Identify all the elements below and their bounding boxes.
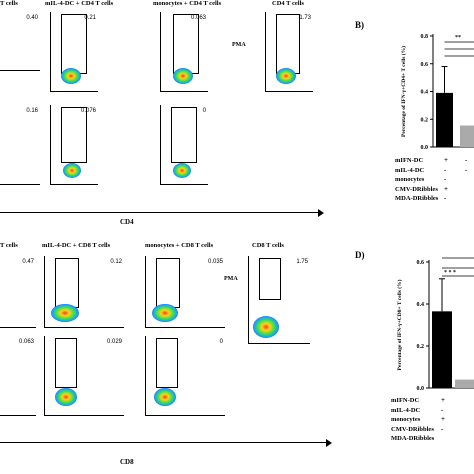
panel-letter-b: B)	[355, 20, 364, 30]
flow-plot-bottom-r2c1: 0.063	[0, 336, 36, 416]
pct-label: 0.12	[110, 259, 122, 265]
table-cell: -	[444, 165, 447, 174]
table-cell: -	[465, 156, 468, 164]
flow-plot-bottom-r1c3: 0.035	[145, 256, 225, 328]
table-row: CMV-DRibbles	[391, 425, 434, 433]
table-row: MDA-DRibbles	[395, 195, 439, 202]
table-row: mIFN-DC	[391, 397, 420, 404]
table-cell: +	[444, 156, 448, 164]
flow-plot-bottom-r1c4: 1.75	[248, 256, 310, 344]
table-row: CMV-DRibbles	[395, 185, 438, 193]
bottom-row-label: PMA	[224, 276, 238, 282]
table-cell: +	[441, 415, 445, 423]
bar-panel-d: D) 0.0 0.2 0.4 0.6 Percentage of IFN-γ+CD8+ …	[355, 250, 474, 474]
flow-plot-top-r1c4: 1.73	[265, 12, 313, 92]
bottom-x-axis-label: CD8	[120, 458, 134, 466]
table-cell: +	[444, 184, 448, 193]
flow-plot-bottom-r1c1: 0.47	[0, 256, 36, 328]
flow-plot-top-r1c2: 0.21	[50, 12, 98, 92]
bar-chart-d: 0.0 0.2 0.4 0.6 Percentage of IFN-γ+CD8+ T c…	[396, 257, 474, 392]
y-tick-label: 0.0	[417, 386, 425, 392]
bar	[432, 311, 452, 388]
table-row: monocytes	[395, 176, 425, 183]
table-cell: +	[441, 396, 445, 404]
y-tick-label: 0.8	[421, 34, 429, 40]
top-x-axis-arrow	[0, 212, 320, 213]
flow-plot-bottom-r2c2: 0.029	[44, 336, 124, 416]
table-row: MDA-DRibbles	[391, 435, 435, 442]
y-tick-label: 0.2	[417, 344, 425, 350]
bottom-x-axis-arrowhead	[326, 439, 332, 447]
bar-panel-b: B) 0.0 0.2 0.4 0.6 0.8 Percentage of IFN-γ+CD…	[355, 20, 474, 220]
table-row: mIL-4-DC	[395, 166, 425, 174]
bottom-flow-panel: T cells mIL-4-DC + CD8 T cells monocytes…	[0, 236, 332, 474]
top-col-title-4: CD4 T cells	[272, 0, 304, 7]
table-row: mIFN-DC	[395, 157, 424, 164]
flow-plot-top-r2c3: 0	[160, 105, 208, 185]
bottom-col-title-2: mIL-4-DC + CD8 T cells	[42, 242, 111, 249]
flow-plot-top-r1c1: 0.40	[0, 12, 40, 71]
table-b-col2: - -	[465, 156, 467, 175]
flow-plot-top-r1c3: 0.063	[160, 12, 208, 92]
top-x-axis-arrowhead	[318, 209, 324, 217]
pct-label: 0.40	[26, 15, 38, 21]
table-d-col1: + - + -	[441, 396, 445, 434]
pct-label: 0.16	[26, 108, 38, 114]
top-row-label: PMA	[232, 42, 246, 48]
y-tick-label: 0.6	[421, 62, 429, 68]
table-row: mIL-4-DC	[391, 406, 421, 414]
pct-label: 1.75	[296, 259, 308, 265]
pct-label: 0.029	[106, 339, 122, 345]
panel-letter-d: D)	[355, 250, 365, 260]
pct-label: 0.035	[207, 259, 223, 265]
pct-label: 0	[219, 339, 223, 345]
bottom-x-axis-arrow	[0, 442, 330, 443]
significance-label: **	[455, 35, 461, 41]
top-col-title-2: mIL-4-DC + CD4 T cells	[45, 0, 114, 7]
pct-label: 1.73	[299, 15, 311, 21]
pct-label: 0.47	[22, 259, 34, 265]
bar	[455, 379, 474, 388]
pct-label: 0	[202, 108, 206, 114]
top-flow-panel: T cells mIL-4-DC + CD4 T cells monocytes…	[0, 0, 324, 235]
table-cell: -	[465, 165, 468, 174]
y-tick-label: 0.0	[421, 145, 429, 150]
y-axis-label: Percentage of IFN-γ+CD4+ T cells (%)	[400, 46, 407, 137]
table-cell: -	[441, 405, 444, 414]
bar	[436, 92, 453, 147]
flow-plot-bottom-r2c3: 0	[145, 336, 225, 416]
pct-label: 0.063	[190, 15, 206, 21]
pct-label: 0.076	[80, 108, 96, 114]
pct-label: 0.21	[84, 15, 96, 21]
significance-label: * * *	[444, 270, 456, 276]
flow-plot-top-r2c2: 0.076	[50, 105, 98, 185]
y-tick-label: 0.4	[417, 302, 425, 308]
table-cell: -	[444, 194, 447, 202]
bottom-col-title-1: T cells	[0, 242, 18, 249]
table-b: mIFN-DC mIL-4-DC monocytes CMV-DRibbles …	[395, 156, 438, 204]
y-tick-label: 0.2	[421, 117, 429, 123]
table-row: monocytes	[391, 416, 421, 423]
top-col-title-1: T cells	[0, 0, 18, 7]
y-tick-label: 0.4	[421, 90, 429, 96]
top-col-title-3: monocytes + CD4 T cells	[153, 0, 222, 7]
table-cell: -	[441, 424, 444, 433]
table-d: mIFN-DC mIL-4-DC monocytes CMV-DRibbles …	[391, 396, 434, 444]
bottom-col-title-4: CD8 T cells	[252, 242, 284, 249]
top-x-axis-label: CD4	[120, 218, 134, 226]
table-cell: -	[444, 175, 447, 183]
y-tick-label: 0.6	[417, 260, 425, 266]
flow-plot-top-r2c1: 0.16	[0, 105, 40, 185]
bar	[460, 125, 474, 147]
bottom-col-title-3: monocytes + CD8 T cells	[145, 242, 214, 249]
y-axis-label: Percentage of IFN-γ+CD8+ T cells (%)	[396, 279, 403, 370]
flow-plot-bottom-r1c2: 0.12	[44, 256, 124, 328]
pct-label: 0.063	[18, 339, 34, 345]
table-b-col1: + - - + -	[444, 156, 448, 204]
bar-chart-b: 0.0 0.2 0.4 0.6 0.8 Percentage of IFN-γ+CD4+ …	[400, 34, 474, 150]
